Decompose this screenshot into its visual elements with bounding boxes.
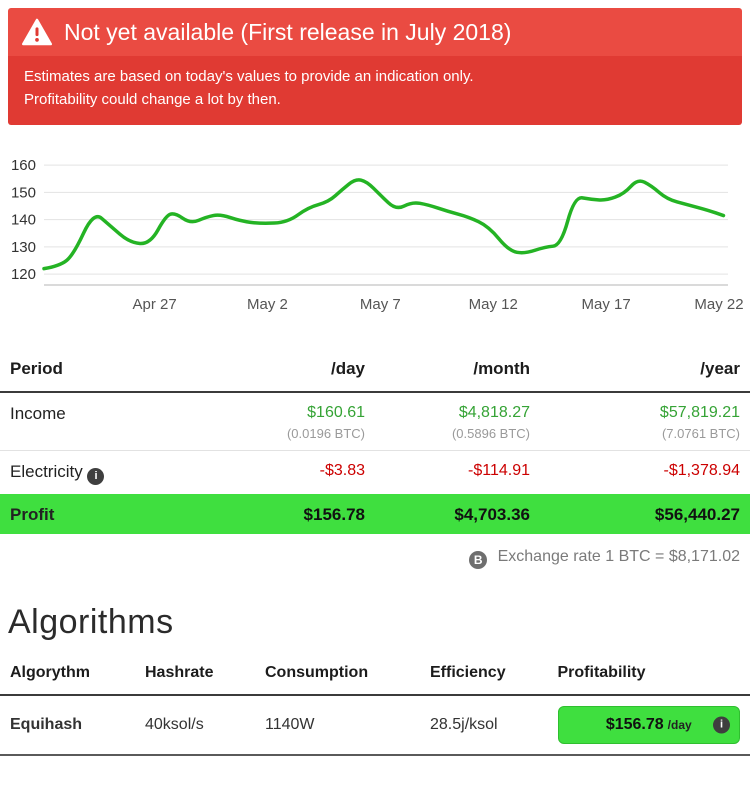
profit-label: Profit	[10, 504, 55, 524]
col-header-efficiency: Efficiency	[420, 651, 548, 696]
svg-text:May 7: May 7	[360, 296, 401, 313]
col-header-year: /year	[540, 346, 750, 393]
banner-line2: Profitability could change a lot by then…	[24, 91, 281, 109]
banner-title: Not yet available (First release in July…	[64, 18, 512, 45]
exchange-rate-text: Exchange rate 1 BTC = $8,171.02	[497, 547, 740, 565]
svg-text:Apr 27: Apr 27	[133, 296, 177, 313]
svg-text:May 17: May 17	[581, 296, 630, 313]
svg-text:130: 130	[11, 238, 36, 255]
profit-table: Period /day /month /year Income $160.61 …	[0, 346, 750, 534]
profit-row: Profit $156.78 $4,703.36 $56,440.27	[0, 493, 750, 534]
algorithm-name: Equihash	[0, 694, 135, 756]
col-header-period: Period	[0, 346, 210, 393]
electricity-label: Electricity	[10, 461, 83, 481]
col-header-hashrate: Hashrate	[135, 651, 255, 696]
warning-banner-header: Not yet available (First release in July…	[8, 8, 742, 56]
algorithms-table: Algorythm Hashrate Consumption Efficienc…	[0, 651, 750, 756]
income-month-value: $4,818.27	[458, 403, 530, 421]
algorithm-efficiency: 28.5j/ksol	[420, 694, 548, 756]
exchange-rate: B Exchange rate 1 BTC = $8,171.02	[0, 548, 740, 569]
electricity-month-value: -$114.91	[468, 461, 530, 479]
col-header-consumption: Consumption	[255, 651, 420, 696]
algorithm-hashrate: 40ksol/s	[135, 694, 255, 756]
electricity-year-value: -$1,378.94	[663, 461, 740, 479]
svg-text:150: 150	[11, 184, 36, 201]
col-header-day: /day	[210, 346, 375, 393]
profit-day-value: $156.78	[303, 504, 365, 524]
svg-text:120: 120	[11, 266, 36, 283]
profit-year-value: $56,440.27	[654, 504, 740, 524]
electricity-row: Electricity i -$3.83 -$114.91 -$1,378.94	[0, 450, 750, 494]
income-year-value: $57,819.21	[659, 403, 740, 421]
profitability-unit: /day	[667, 717, 692, 732]
warning-banner-body: Estimates are based on today's values to…	[8, 56, 742, 125]
income-label: Income	[0, 391, 210, 451]
col-header-algorythm: Algorythm	[0, 651, 135, 696]
algorithm-consumption: 1140W	[255, 694, 420, 756]
svg-text:May 12: May 12	[469, 296, 518, 313]
profitability-value: $156.78	[605, 715, 664, 733]
col-header-profitability: Profitability	[547, 651, 750, 696]
profit-month-value: $4,703.36	[454, 504, 530, 524]
info-icon[interactable]: i	[713, 716, 730, 733]
income-year-btc: (7.0761 BTC)	[661, 425, 740, 441]
profit-table-header-row: Period /day /month /year	[0, 346, 750, 393]
algorithms-header-row: Algorythm Hashrate Consumption Efficienc…	[0, 651, 750, 696]
income-day-btc: (0.0196 BTC)	[286, 425, 365, 441]
algorithms-heading: Algorithms	[8, 602, 174, 641]
income-month-btc: (0.5896 BTC)	[451, 425, 530, 441]
electricity-day-value: -$3.83	[319, 461, 365, 479]
income-day-value: $160.61	[307, 403, 365, 421]
svg-text:160: 160	[11, 157, 36, 174]
bitcoin-icon: B	[469, 550, 488, 569]
income-row: Income $160.61 (0.0196 BTC) $4,818.27 (0…	[0, 391, 750, 451]
algorithm-row: Equihash 40ksol/s 1140W 28.5j/ksol $156.…	[0, 694, 750, 756]
svg-text:May 2: May 2	[247, 296, 288, 313]
info-icon[interactable]: i	[87, 467, 105, 485]
svg-text:May 22: May 22	[694, 296, 743, 313]
warning-icon	[22, 18, 52, 46]
price-chart: 120 130 140 150 160 Apr 27 May 2 May 7 May 12 May…	[11, 157, 744, 313]
banner-line1: Estimates are based on today's values to…	[24, 68, 474, 85]
warning-banner: Not yet available (First release in July…	[8, 8, 742, 125]
col-header-month: /month	[375, 346, 540, 393]
svg-text:140: 140	[11, 211, 36, 228]
profitability-button[interactable]: $156.78 /day i	[557, 705, 740, 744]
